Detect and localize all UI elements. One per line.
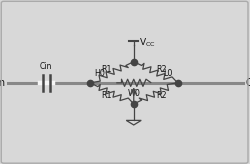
- Text: W0: W0: [127, 89, 140, 98]
- Text: H0: H0: [94, 69, 106, 78]
- Text: V$_{\mathsf{CC}}$: V$_{\mathsf{CC}}$: [139, 37, 156, 49]
- Text: R2: R2: [156, 65, 166, 74]
- Text: L0: L0: [164, 69, 173, 78]
- Text: R1: R1: [101, 91, 112, 100]
- Text: R2: R2: [156, 91, 166, 100]
- Text: Cin: Cin: [40, 62, 52, 71]
- Text: In: In: [0, 78, 5, 88]
- Text: R1: R1: [101, 65, 112, 74]
- Text: Out: Out: [245, 78, 250, 88]
